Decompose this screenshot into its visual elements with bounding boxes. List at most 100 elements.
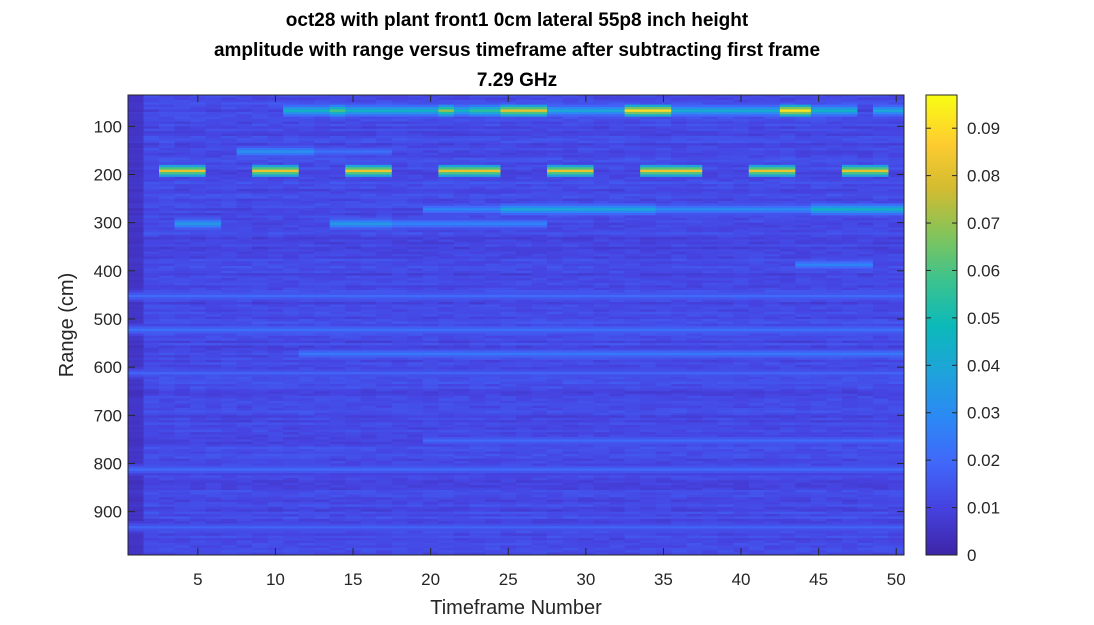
- heatmap-cell: [453, 275, 470, 279]
- heatmap-cell: [190, 318, 206, 322]
- heatmap-cell: [236, 176, 253, 180]
- heatmap-cell: [174, 176, 191, 180]
- heatmap-cell: [283, 434, 300, 438]
- heatmap-cell: [376, 340, 393, 344]
- heatmap-cell: [360, 439, 377, 443]
- heatmap-cell: [453, 251, 470, 255]
- heatmap-cell: [205, 184, 222, 187]
- heatmap-cell: [422, 542, 439, 546]
- heatmap-cell: [283, 275, 300, 279]
- heatmap-cell: [298, 482, 315, 486]
- heatmap-cell: [314, 256, 331, 260]
- heatmap-cell: [469, 415, 486, 419]
- heatmap-cell: [391, 485, 408, 488]
- heatmap-cell: [190, 499, 206, 503]
- heatmap-cell: [360, 145, 377, 149]
- heatmap-cell: [128, 343, 144, 346]
- heatmap-cell: [298, 374, 315, 378]
- heatmap-cell: [438, 237, 455, 240]
- heatmap-cell: [438, 494, 455, 498]
- heatmap-cell: [205, 150, 222, 154]
- heatmap-cell: [159, 270, 175, 274]
- heatmap-cell: [190, 208, 206, 211]
- heatmap-cell: [469, 506, 486, 510]
- heatmap-cell: [516, 386, 532, 390]
- heatmap-cell: [236, 314, 253, 317]
- heatmap-cell: [391, 379, 408, 382]
- heatmap-cell: [360, 256, 377, 260]
- heatmap-cell: [360, 193, 377, 197]
- heatmap-cell: [453, 128, 470, 132]
- heatmap-cell: [376, 164, 393, 168]
- heatmap-cell: [329, 109, 346, 113]
- heatmap-cell: [205, 514, 222, 517]
- heatmap-cell: [128, 256, 144, 260]
- heatmap-cell: [376, 198, 393, 202]
- heatmap-cell: [360, 263, 377, 267]
- heatmap-cell: [469, 396, 486, 399]
- heatmap-cell: [190, 492, 206, 496]
- heatmap-cell: [391, 167, 408, 171]
- heatmap-cell: [531, 114, 548, 118]
- heatmap-cell: [438, 451, 455, 455]
- heatmap-cell: [283, 552, 300, 556]
- heatmap-cell: [422, 292, 439, 296]
- heatmap-cell: [267, 412, 284, 416]
- heatmap-cell: [205, 446, 222, 450]
- heatmap-cell: [407, 323, 424, 327]
- heatmap-cell: [174, 398, 191, 402]
- heatmap-cell: [205, 463, 222, 467]
- heatmap-cell: [267, 410, 284, 414]
- heatmap-cell: [283, 362, 300, 366]
- heatmap-cell: [221, 311, 238, 315]
- heatmap-cell: [360, 203, 377, 207]
- heatmap-cell: [484, 215, 501, 219]
- heatmap-cell: [190, 111, 206, 115]
- heatmap-cell: [205, 191, 222, 195]
- heatmap-cell: [345, 429, 362, 433]
- heatmap-cell: [329, 335, 346, 339]
- heatmap-cell: [407, 181, 424, 185]
- heatmap-cell: [252, 338, 269, 342]
- heatmap-cell: [407, 530, 424, 534]
- heatmap-cell: [221, 521, 238, 525]
- heatmap-cell: [143, 174, 160, 178]
- heatmap-cell: [267, 451, 284, 455]
- heatmap-cell: [453, 278, 470, 281]
- heatmap-cell: [143, 152, 160, 156]
- heatmap-cell: [159, 470, 175, 474]
- heatmap-cell: [283, 371, 300, 375]
- heatmap-cell: [174, 444, 191, 448]
- heatmap-cell: [407, 270, 424, 274]
- heatmap-cell: [469, 540, 486, 544]
- heatmap-cell: [252, 492, 269, 496]
- heatmap-cell: [422, 114, 439, 118]
- heatmap-cell: [236, 225, 253, 228]
- heatmap-cell: [174, 335, 191, 339]
- heatmap-cell: [453, 306, 470, 310]
- heatmap-cell: [329, 477, 346, 481]
- heatmap-cell: [500, 147, 517, 151]
- heatmap-cell: [422, 270, 439, 274]
- heatmap-cell: [329, 95, 346, 98]
- heatmap-cell: [174, 174, 191, 178]
- heatmap-cell: [174, 441, 191, 445]
- heatmap-cell: [422, 403, 439, 407]
- heatmap-cell: [376, 420, 393, 423]
- heatmap-cell: [391, 128, 408, 132]
- heatmap-cell: [143, 487, 160, 491]
- heatmap-cell: [143, 222, 160, 226]
- heatmap-cell: [298, 152, 315, 156]
- heatmap-cell: [391, 290, 408, 293]
- heatmap-cell: [453, 147, 470, 151]
- heatmap-cell: [252, 321, 269, 325]
- heatmap-cell: [500, 504, 517, 508]
- heatmap-cell: [298, 321, 315, 325]
- heatmap-cell: [453, 542, 470, 546]
- heatmap-cell: [438, 311, 455, 315]
- heatmap-cell: [190, 268, 206, 272]
- heatmap-cell: [469, 160, 486, 163]
- heatmap-cell: [407, 234, 424, 238]
- heatmap-cell: [128, 477, 144, 481]
- heatmap-cell: [314, 504, 331, 508]
